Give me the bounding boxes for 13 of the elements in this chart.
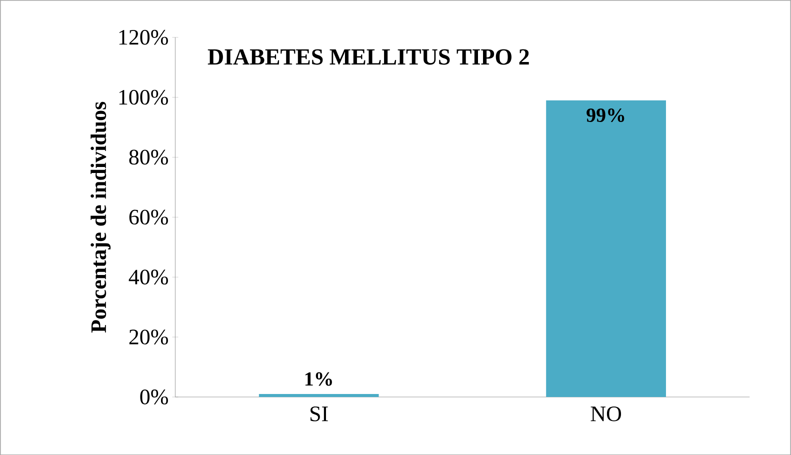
y-tick-label: 80% [129, 150, 168, 165]
data-label: 99% [586, 108, 624, 122]
y-axis-title: Porcentaje de individuos [90, 102, 111, 332]
y-tick-label: 60% [129, 210, 168, 224]
data-label: 1% [305, 372, 332, 386]
y-tick-label: 100% [119, 90, 168, 105]
chart-title: DIABETES MELLITUS TIPO 2 [208, 49, 529, 65]
y-tick-label: 40% [128, 270, 168, 284]
y-tick-label: 0% [140, 389, 168, 404]
x-tick-label: SI [310, 406, 328, 422]
x-tick-label: NO [590, 406, 622, 422]
y-tick-label: 20% [129, 329, 168, 344]
y-tick-label: 120% [119, 30, 168, 45]
